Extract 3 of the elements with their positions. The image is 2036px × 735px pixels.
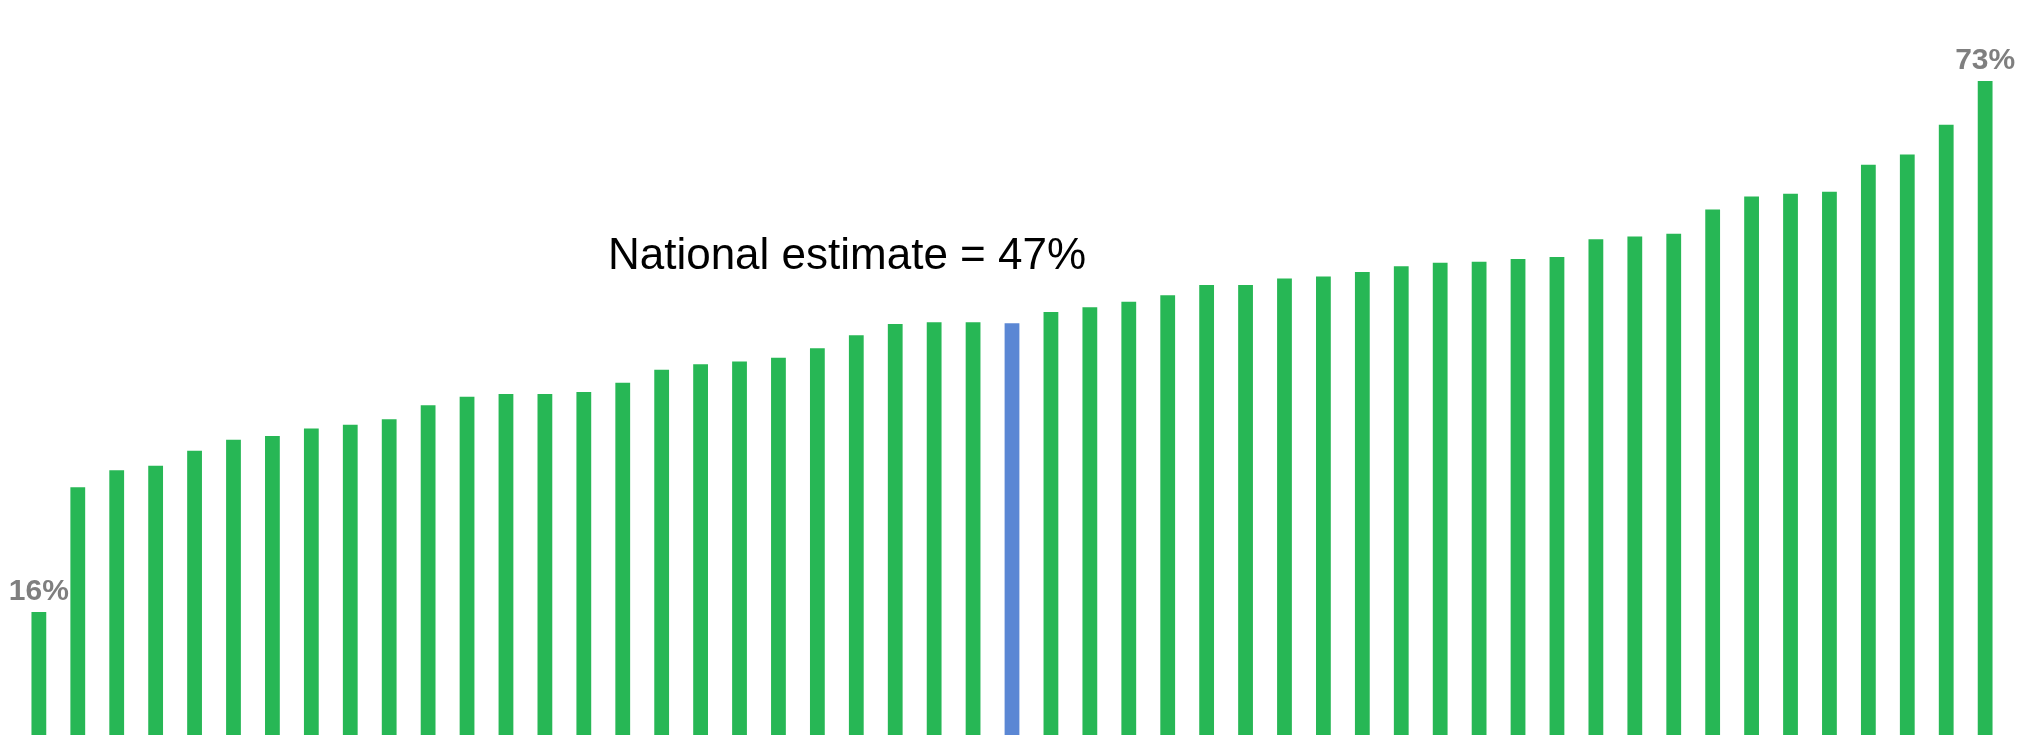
annotation: National estimate = 47% — [607, 229, 1087, 278]
data-label: 16% — [8, 572, 69, 606]
data-label: 73% — [1955, 42, 2016, 75]
